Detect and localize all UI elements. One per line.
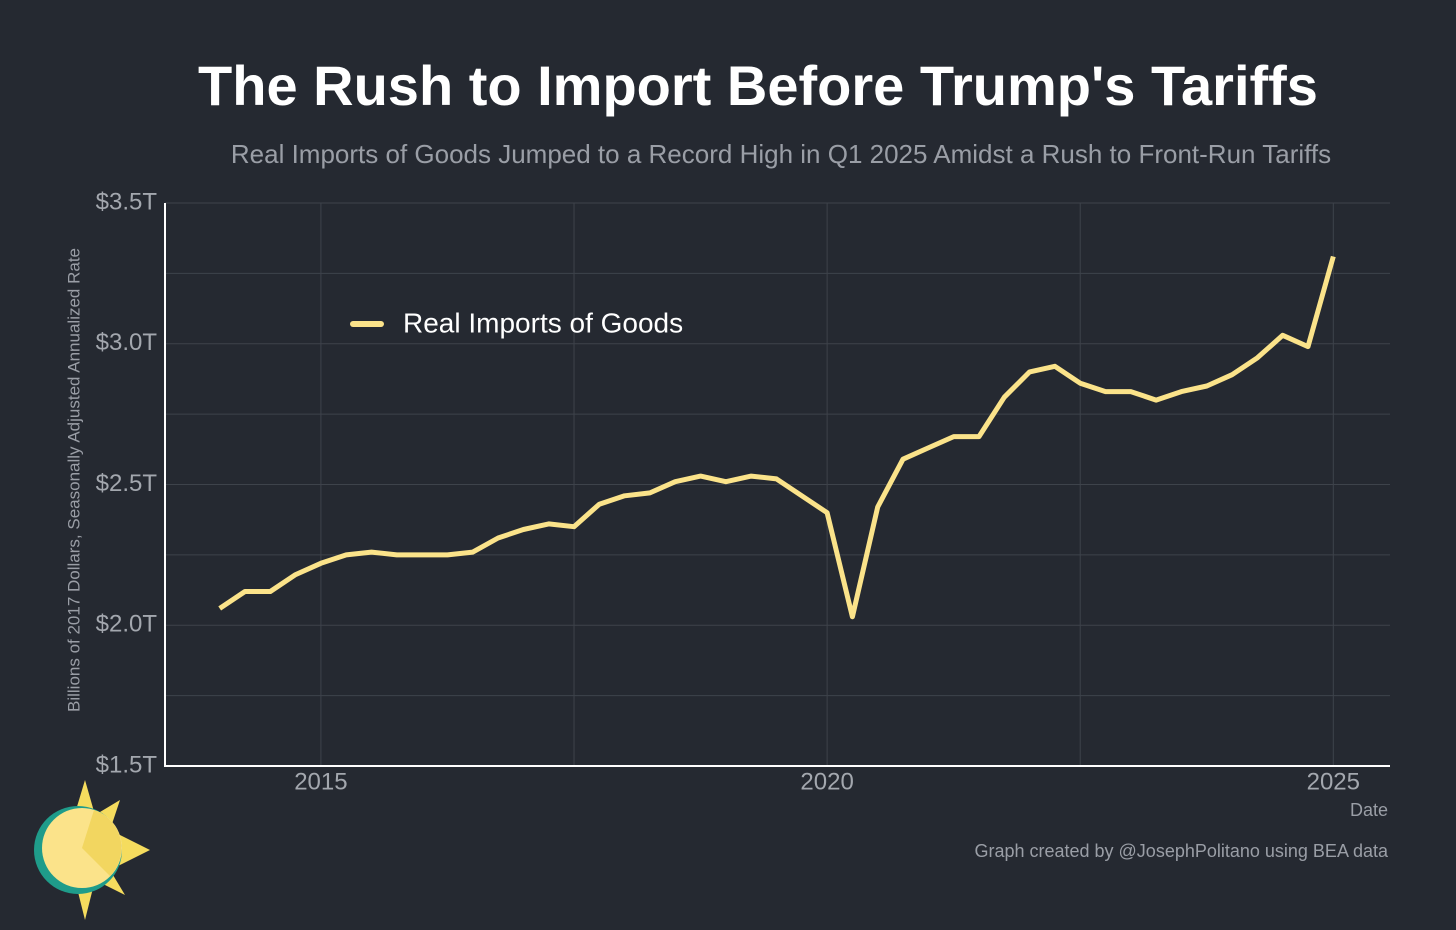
y-tick-label: $2.5T xyxy=(96,470,158,497)
logo-shade xyxy=(82,810,122,876)
y-tick-label: $3.0T xyxy=(96,329,158,356)
chart-subtitle: Real Imports of Goods Jumped to a Record… xyxy=(231,139,1331,169)
series-line xyxy=(218,255,1336,620)
x-axis-label: Date xyxy=(1350,800,1388,820)
y-axis-label: Billions of 2017 Dollars, Seasonally Adj… xyxy=(64,248,83,712)
y-tick-label: $2.0T xyxy=(96,611,158,638)
x-tick-label: 2025 xyxy=(1307,768,1360,795)
x-tick-label: 2015 xyxy=(294,768,347,795)
x-tick-label: 2020 xyxy=(800,768,853,795)
chart-title: The Rush to Import Before Trump's Tariff… xyxy=(198,54,1318,117)
y-tick-label: $3.5T xyxy=(96,188,158,215)
credit: Graph created by @JosephPolitano using B… xyxy=(974,841,1389,861)
logo xyxy=(34,780,150,920)
legend-label: Real Imports of Goods xyxy=(403,307,683,338)
y-tick-label: $1.5T xyxy=(96,751,158,778)
